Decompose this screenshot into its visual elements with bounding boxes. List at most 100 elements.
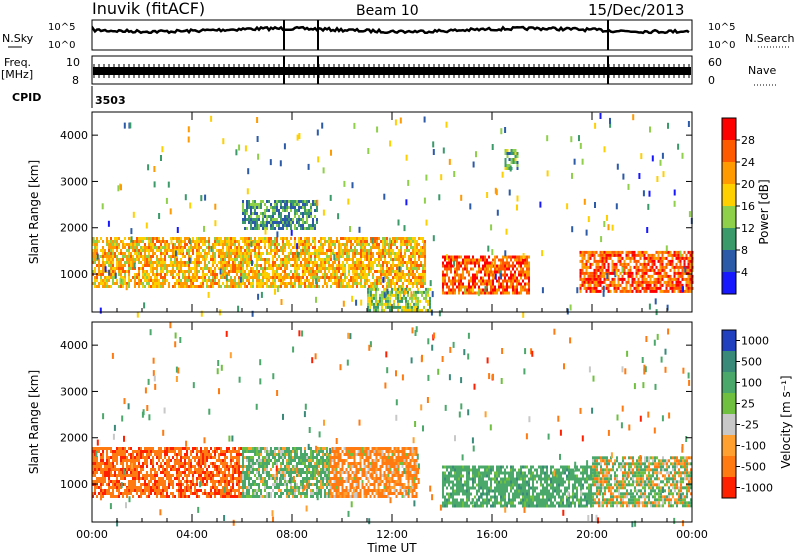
- data-cell: [579, 268, 582, 272]
- data-cell: [260, 212, 262, 215]
- data-cell: [318, 285, 320, 288]
- data-cell: [220, 492, 222, 495]
- data-cell: [453, 171, 456, 177]
- data-cell: [342, 285, 344, 288]
- data-cell: [611, 250, 614, 254]
- data-cell: [284, 246, 286, 249]
- data-cell: [186, 474, 188, 477]
- data-cell: [454, 282, 456, 286]
- data-cell: [176, 237, 178, 240]
- data-cell: [387, 296, 389, 300]
- data-cell: [246, 261, 248, 264]
- data-cell: [260, 267, 262, 270]
- data-cell: [631, 280, 634, 284]
- data-cell: [264, 246, 266, 249]
- data-cell: [174, 468, 176, 471]
- data-cell: [360, 246, 362, 249]
- data-cell: [262, 240, 264, 243]
- data-cell: [184, 273, 186, 276]
- data-cell: [358, 267, 360, 270]
- data-cell: [649, 283, 652, 287]
- data-cell: [385, 290, 387, 294]
- data-cell: [418, 255, 420, 258]
- data-cell: [539, 201, 542, 208]
- data-cell: [226, 495, 228, 498]
- data-cell: [458, 255, 460, 259]
- data-cell: [94, 459, 96, 462]
- data-cell: [408, 255, 410, 258]
- data-cell: [480, 267, 482, 271]
- data-cell: [687, 256, 690, 260]
- data-cell: [452, 258, 454, 262]
- data-cell: [655, 256, 658, 260]
- data-cell: [144, 462, 146, 465]
- data-cell: [276, 270, 278, 273]
- data-cell: [314, 240, 316, 243]
- data-cell: [160, 480, 162, 483]
- data-cell: [162, 258, 164, 261]
- data-cell: [296, 261, 298, 264]
- data-cell: [423, 116, 426, 123]
- data-cell: [380, 267, 382, 270]
- data-cell: [476, 270, 478, 274]
- data-cell: [625, 283, 628, 287]
- data-cell: [102, 462, 104, 465]
- data-cell: [178, 276, 180, 279]
- data-cell: [198, 255, 200, 258]
- data-cell: [120, 474, 122, 477]
- data-cell: [298, 264, 300, 267]
- data-cell: [520, 288, 522, 292]
- data-cell: [228, 468, 230, 471]
- data-cell: [237, 305, 240, 312]
- data-cell: [186, 282, 188, 285]
- data-cell: [420, 237, 422, 240]
- data-cell: [167, 181, 170, 188]
- data-cell: [302, 270, 304, 273]
- data-cell: [218, 285, 220, 288]
- data-cell: [106, 285, 108, 288]
- data-cell: [240, 237, 242, 240]
- data-cell: [182, 255, 184, 258]
- data-cell: [116, 255, 118, 258]
- data-cell: [442, 285, 444, 289]
- data-cell: [290, 282, 292, 285]
- data-cell: [244, 273, 246, 276]
- data-cell: [593, 289, 596, 293]
- data-cell: [196, 462, 198, 465]
- data-cell: [404, 240, 406, 243]
- data-cell: [384, 252, 386, 255]
- data-cell: [236, 483, 238, 486]
- data-cell: [286, 276, 288, 279]
- data-cell: [122, 492, 124, 495]
- data-cell: [122, 276, 124, 279]
- data-cell: [232, 480, 234, 483]
- data-cell: [298, 221, 300, 224]
- data-cell: [132, 495, 134, 498]
- data-cell: [627, 253, 630, 257]
- data-cell: [677, 286, 680, 290]
- data-cell: [641, 253, 644, 257]
- data-cell: [306, 218, 308, 221]
- data-cell: [280, 273, 282, 276]
- data-cell: [236, 264, 238, 267]
- data-cell: [98, 240, 100, 243]
- data-cell: [130, 474, 132, 477]
- data-cell: [192, 240, 194, 243]
- data-cell: [400, 255, 402, 258]
- data-cell: [395, 296, 397, 300]
- data-cell: [504, 127, 507, 133]
- data-cell: [304, 252, 306, 255]
- data-cell: [196, 249, 198, 252]
- data-cell: [248, 249, 250, 252]
- data-cell: [226, 489, 228, 492]
- data-cell: [244, 237, 246, 240]
- data-cell: [393, 287, 395, 291]
- data-cell: [504, 261, 506, 265]
- data-cell: [671, 280, 674, 284]
- data-cell: [377, 308, 379, 312]
- data-cell: [689, 256, 692, 260]
- data-cell: [583, 286, 586, 290]
- data-cell: [124, 450, 126, 453]
- data-cell: [366, 264, 368, 267]
- data-cell: [384, 273, 386, 276]
